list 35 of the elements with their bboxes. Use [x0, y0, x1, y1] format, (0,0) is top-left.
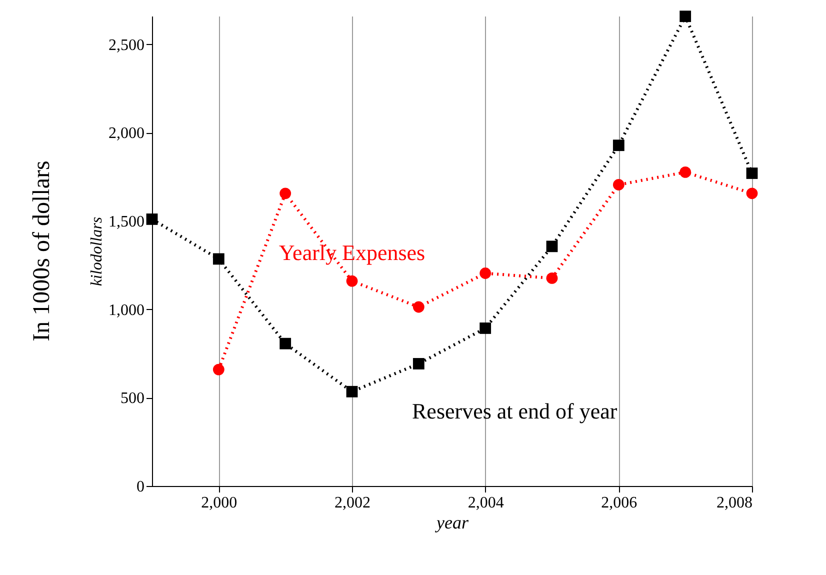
y-tick-label: 2,000	[108, 125, 144, 142]
point	[212, 364, 224, 376]
x-tick-label: 2,004	[468, 494, 504, 512]
point	[280, 188, 292, 200]
point	[412, 358, 424, 370]
y-tick-label: 1,500	[108, 213, 144, 230]
x-tick-label: 2,008	[716, 494, 752, 512]
point	[612, 140, 624, 152]
point	[746, 168, 758, 179]
y-tick-label: 0	[136, 478, 144, 496]
point	[480, 322, 492, 334]
point	[346, 386, 358, 398]
series-label: Yearly Expenses	[278, 240, 426, 266]
x-tick-label: 2,000	[201, 494, 238, 512]
point	[412, 301, 424, 313]
y-tick-label: 2,500	[108, 36, 144, 54]
y-tick-label: 500	[120, 390, 144, 408]
x-axis-title: year	[434, 512, 470, 532]
y-tick-label: 1,000	[108, 302, 144, 319]
point	[746, 188, 758, 200]
point	[546, 240, 558, 252]
text: In 1000s of dollars	[29, 160, 55, 342]
point	[612, 179, 624, 190]
point	[680, 166, 692, 178]
point	[212, 253, 224, 265]
x-tick-label: 2,006	[601, 494, 638, 512]
x-tick-label: 2,002	[334, 494, 370, 512]
y-axis-title: kilodollars	[88, 216, 106, 286]
series-label: Reserves at end of year	[412, 398, 618, 424]
point	[680, 10, 692, 22]
point	[146, 213, 158, 225]
point	[280, 338, 292, 350]
point	[480, 268, 492, 279]
point	[546, 272, 558, 284]
point	[346, 275, 358, 287]
